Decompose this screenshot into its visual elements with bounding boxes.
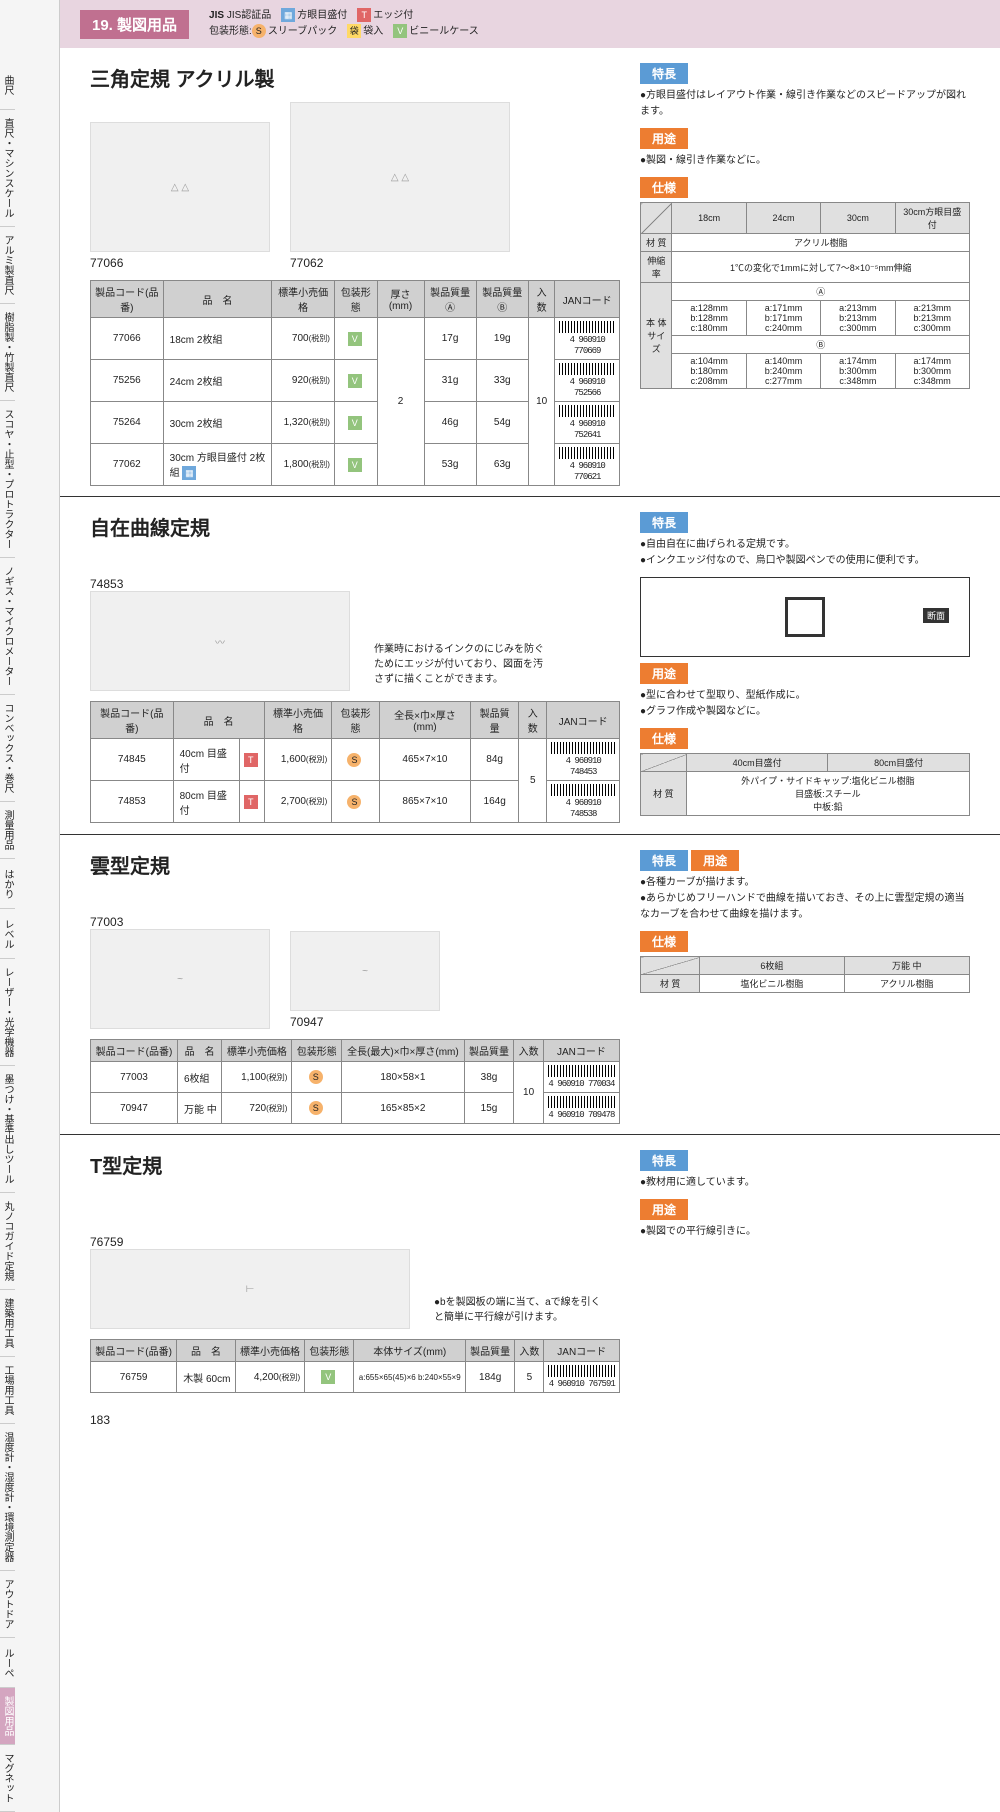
page-number: 183 <box>60 1403 1000 1437</box>
use-heading: 用途 <box>640 128 688 149</box>
sidebar-item[interactable]: ルーペ <box>0 1638 15 1688</box>
product-table: 製品コード(品番) 品 名 標準小売価格 包装形態 厚さ(mm) 製品質量 Ⓐ … <box>90 280 620 486</box>
use-heading: 用途 <box>640 1199 688 1220</box>
sleeve-badge-icon: S <box>309 1070 323 1084</box>
note-text: 作業時におけるインクのにじみを防ぐためにエッジが付いており、図面を汚さずに描くこ… <box>370 638 550 691</box>
bag-badge-icon: 袋 <box>347 24 361 38</box>
page-header: 19. 製図用品 JIS JIS認証品 ▦方眼目盛付 Tエッジ付 包装形態:Sス… <box>60 0 1000 48</box>
table-row: 77003 6枚組 1,100(税別) S 180×58×1 38g 10 4 … <box>91 1062 620 1093</box>
sidebar-item[interactable]: アルミ製直尺 <box>0 227 15 304</box>
use-heading: 用途 <box>640 663 688 684</box>
grid-badge-icon: ▦ <box>182 466 196 480</box>
product-image: 〰 <box>90 591 350 691</box>
sleeve-badge-icon: S <box>309 1101 323 1115</box>
section-triangle-ruler: 三角定規 アクリル製 △ △77066 △ △77062 製品コード(品番) 品… <box>60 48 1000 497</box>
sidebar-item[interactable]: 建築用工具 <box>0 1290 15 1357</box>
sidebar-item[interactable]: 測量用品 <box>0 802 15 859</box>
sleeve-badge-icon: S <box>252 24 266 38</box>
product-image: △ △ <box>90 122 270 252</box>
vinyl-badge-icon: V <box>393 24 407 38</box>
spec-table: 18cm24cm30cm30cm方眼目盛付 材 質アクリル樹脂 伸縮率1℃の変化… <box>640 202 970 389</box>
feature-heading: 特長 <box>640 512 688 533</box>
product-table: 製品コード(品番) 品 名 標準小売価格 包装形態 全長×巾×厚さ(mm) 製品… <box>90 701 620 823</box>
sidebar-item[interactable]: レーザー・光学機器 <box>0 959 15 1066</box>
sidebar-item[interactable]: 曲尺 <box>0 60 15 110</box>
jis-badge: JIS <box>209 10 224 21</box>
product-table: 製品コード(品番) 品 名 標準小売価格 包装形態 本体サイズ(mm) 製品質量… <box>90 1339 620 1393</box>
vinyl-badge-icon: V <box>348 416 362 430</box>
spec-heading: 仕様 <box>640 728 688 749</box>
sidebar-item-active[interactable]: 製図用品 <box>0 1688 15 1745</box>
product-image: ⊢ <box>90 1249 410 1329</box>
sidebar-item[interactable]: レベル <box>0 909 15 959</box>
sidebar-item[interactable]: はかり <box>0 859 15 909</box>
sleeve-badge-icon: S <box>347 753 361 767</box>
section-title: 自在曲線定規 <box>90 512 620 541</box>
spec-heading: 仕様 <box>640 931 688 952</box>
section-french-curve: 雲型定規 77003~ ~70947 製品コード(品番) 品 名 標準小売価格 … <box>60 835 1000 1135</box>
section-title: 雲型定規 <box>90 850 620 879</box>
vinyl-badge-icon: V <box>321 1370 335 1384</box>
sidebar-item[interactable]: 直尺・マシンスケール <box>0 110 15 227</box>
sidebar-item[interactable]: アウトドア <box>0 1571 15 1638</box>
cross-section-diagram: 断面 <box>640 577 970 657</box>
edge-badge-icon: T <box>357 8 371 22</box>
sidebar-item[interactable]: 墨つけ・基準出しツール <box>0 1066 15 1193</box>
use-heading: 用途 <box>691 850 739 871</box>
note-text: ●bを製図板の端に当て、aで線を引くと簡単に平行線が引けます。 <box>430 1291 610 1329</box>
spec-table: 40cm目盛付80cm目盛付 材 質外パイプ・サイドキャップ:塩化ビニル樹脂 目… <box>640 753 970 816</box>
sidebar-item[interactable]: ノギス・マイクロメーター <box>0 558 15 695</box>
grid-badge-icon: ▦ <box>281 8 295 22</box>
table-row: 77066 18cm 2枚組 700(税別) V 2 17g 19g 10 4 … <box>91 318 620 360</box>
section-t-square: T型定規 76759⊢ ●bを製図板の端に当て、aで線を引くと簡単に平行線が引け… <box>60 1135 1000 1403</box>
category-number: 19. 製図用品 <box>80 10 189 39</box>
edge-badge-icon: T <box>244 753 258 767</box>
sidebar: 曲尺 直尺・マシンスケール アルミ製直尺 樹脂製・竹製直尺 スコヤ・止型・プロト… <box>0 0 60 1812</box>
sleeve-badge-icon: S <box>347 795 361 809</box>
product-table: 製品コード(品番) 品 名 標準小売価格 包装形態 全長(最大)×巾×厚さ(mm… <box>90 1039 620 1124</box>
feature-heading: 特長 <box>640 63 688 84</box>
product-image: ~ <box>90 929 270 1029</box>
product-image: △ △ <box>290 102 510 252</box>
vinyl-badge-icon: V <box>348 332 362 346</box>
legend: JIS JIS認証品 ▦方眼目盛付 Tエッジ付 包装形態:Sスリーブパック 袋袋… <box>209 8 479 40</box>
section-flexible-curve: 自在曲線定規 74853〰 作業時におけるインクのにじみを防ぐためにエッジが付い… <box>60 497 1000 835</box>
edge-badge-icon: T <box>244 795 258 809</box>
vinyl-badge-icon: V <box>348 458 362 472</box>
section-title: 三角定規 アクリル製 <box>90 63 620 92</box>
product-image: ~ <box>290 931 440 1011</box>
sidebar-item[interactable]: 樹脂製・竹製直尺 <box>0 304 15 401</box>
main-content: 19. 製図用品 JIS JIS認証品 ▦方眼目盛付 Tエッジ付 包装形態:Sス… <box>60 0 1000 1812</box>
feature-heading: 特長 <box>640 850 688 871</box>
spec-heading: 仕様 <box>640 177 688 198</box>
section-title: T型定規 <box>90 1150 620 1179</box>
table-row: 74845 40cm 目盛付 T 1,600(税別) S 465×7×10 84… <box>91 739 620 781</box>
sidebar-item[interactable]: コンベックス・巻尺 <box>0 695 15 802</box>
table-row: 76759 木製 60cm 4,200(税別) V a:655×65(45)×6… <box>91 1362 620 1393</box>
sidebar-item[interactable]: マグネット <box>0 1745 15 1812</box>
sidebar-item[interactable]: 工場用工具 <box>0 1357 15 1424</box>
sidebar-item[interactable]: 丸ノコガイド定規 <box>0 1193 15 1290</box>
sidebar-item[interactable]: 温度計・湿度計・環境測定器 <box>0 1424 15 1571</box>
spec-table: 6枚組万能 中 材 質塩化ビニル樹脂アクリル樹脂 <box>640 956 970 993</box>
sidebar-item[interactable]: スコヤ・止型・プロトラクター <box>0 401 15 558</box>
feature-heading: 特長 <box>640 1150 688 1171</box>
vinyl-badge-icon: V <box>348 374 362 388</box>
